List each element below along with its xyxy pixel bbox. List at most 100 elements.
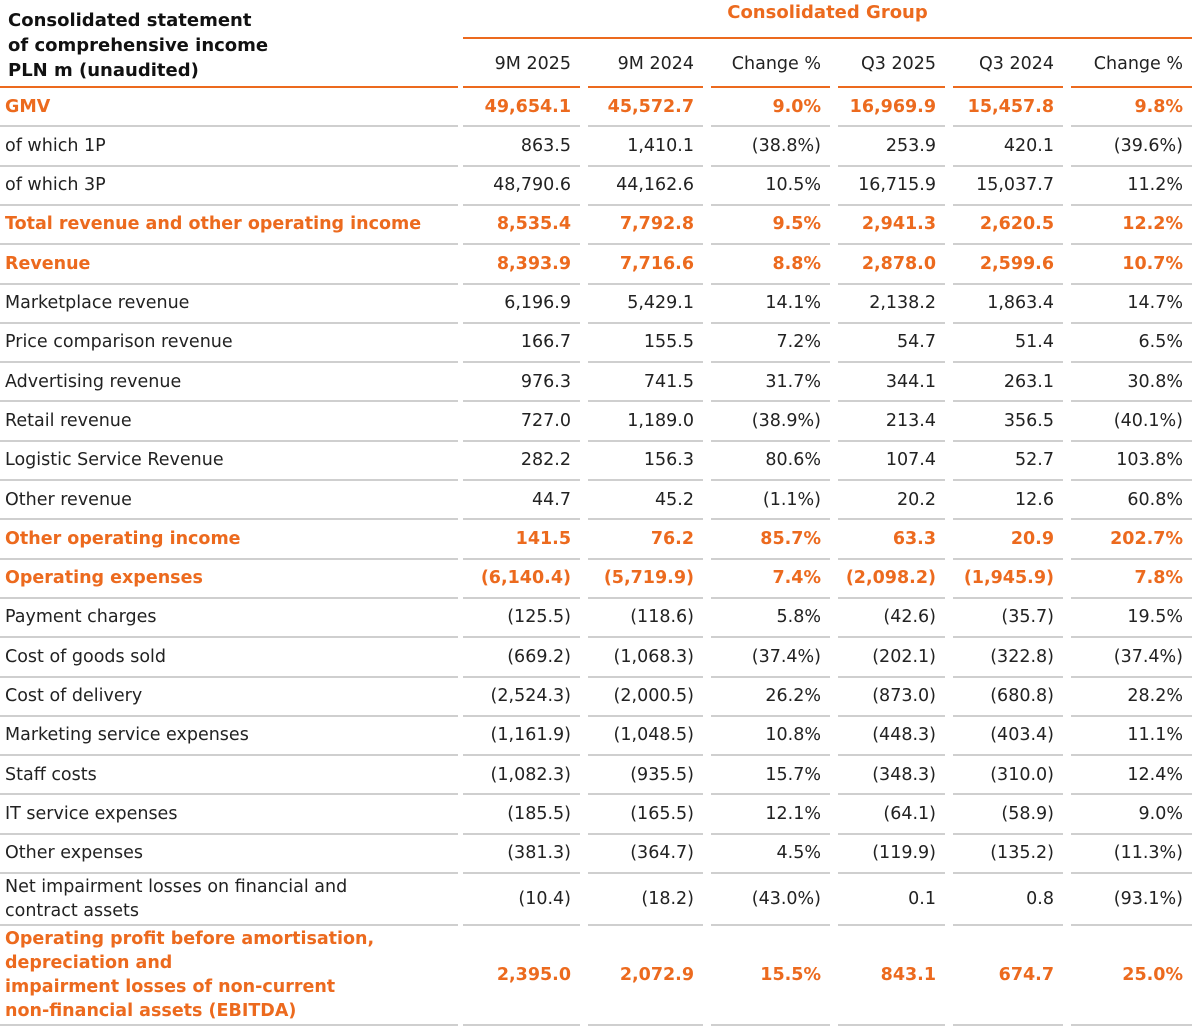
cell-value: 0.8 — [1026, 888, 1054, 909]
cell-value: 1,863.4 — [987, 293, 1054, 314]
row-divider — [953, 832, 1063, 835]
row-label: of which 3P — [5, 175, 106, 196]
row-divider — [1071, 675, 1192, 678]
row-label: Cost of goods sold — [5, 646, 167, 667]
row-divider — [0, 361, 458, 364]
row-divider — [838, 243, 945, 246]
cell-value: 6,196.9 — [504, 293, 571, 314]
cell-value: (10.4) — [518, 888, 571, 909]
row-divider — [588, 872, 703, 874]
cell-value: (1.1%) — [762, 489, 821, 510]
row-divider — [0, 872, 458, 874]
column-header: Change % — [1093, 53, 1183, 74]
cell-value: 420.1 — [1003, 135, 1054, 156]
row-divider — [463, 361, 580, 364]
cell-value: 8,535.4 — [496, 214, 571, 235]
cell-value: (35.7) — [1001, 607, 1054, 628]
row-divider — [588, 636, 703, 639]
row-divider — [1071, 754, 1192, 757]
cell-value: (64.1) — [883, 803, 936, 824]
row-label: Operating profit before amortisation, de… — [5, 928, 375, 1022]
cell-value: 2,878.0 — [861, 253, 936, 274]
row-divider — [0, 479, 458, 481]
row-divider — [588, 361, 703, 364]
row-divider — [711, 125, 830, 128]
row-divider — [0, 243, 458, 246]
row-label: IT service expenses — [5, 803, 178, 824]
row-divider — [953, 400, 1063, 403]
cell-value: 9.8% — [1134, 96, 1183, 117]
row-divider — [588, 439, 703, 442]
cell-value: (873.0) — [872, 686, 936, 707]
cell-value: 30.8% — [1127, 371, 1183, 392]
row-divider — [463, 754, 580, 757]
cell-value: (669.2) — [507, 646, 571, 667]
cell-value: 6.5% — [1138, 332, 1183, 353]
row-label: Other operating income — [5, 528, 241, 549]
cell-value: 202.7% — [1110, 528, 1183, 549]
cell-value: 103.8% — [1116, 450, 1183, 471]
row-divider — [463, 832, 580, 835]
row-divider — [0, 321, 458, 324]
column-header: Q3 2024 — [978, 53, 1054, 74]
row-divider — [953, 282, 1063, 285]
row-divider — [711, 479, 830, 481]
row-divider — [1071, 636, 1192, 639]
row-divider — [1071, 400, 1192, 403]
cell-value: (37.4%) — [1113, 646, 1183, 667]
row-divider — [838, 439, 945, 442]
cell-value: (310.0) — [990, 764, 1054, 785]
cell-value: (1,068.3) — [613, 646, 694, 667]
row-divider — [711, 203, 830, 206]
row-divider — [463, 439, 580, 442]
row-divider — [0, 400, 458, 403]
cell-value: (2,098.2) — [845, 568, 936, 589]
cell-value: (6,140.4) — [480, 568, 571, 589]
row-divider — [711, 282, 830, 285]
row-divider — [953, 557, 1063, 560]
row-divider — [1071, 439, 1192, 442]
cell-value: 14.1% — [765, 293, 821, 314]
cell-value: 843.1 — [880, 964, 936, 985]
cell-value: 63.3 — [892, 528, 936, 549]
table-title: Consolidated statement of comprehensive … — [8, 10, 269, 82]
row-divider — [588, 754, 703, 757]
row-divider — [463, 479, 580, 481]
row-divider — [711, 754, 830, 757]
cell-value: 11.1% — [1127, 725, 1183, 746]
cell-value: 11.2% — [1127, 175, 1183, 196]
cell-value: 48,790.6 — [493, 175, 571, 196]
row-divider — [711, 361, 830, 364]
row-divider — [588, 518, 703, 521]
cell-value: (93.1%) — [1113, 888, 1183, 909]
row-divider — [588, 1024, 703, 1026]
row-label: Operating expenses — [5, 568, 203, 589]
cell-value: (38.8%) — [751, 135, 821, 156]
row-divider — [0, 282, 458, 285]
row-divider — [588, 203, 703, 206]
cell-value: 10.5% — [765, 175, 821, 196]
cell-value: 356.5 — [1003, 410, 1054, 431]
cell-value: 727.0 — [520, 410, 571, 431]
header-underline — [711, 86, 830, 88]
row-divider — [0, 125, 458, 128]
row-divider — [1071, 164, 1192, 167]
cell-value: 2,599.6 — [979, 253, 1054, 274]
cell-value: 107.4 — [885, 450, 936, 471]
cell-value: 674.7 — [998, 964, 1054, 985]
row-divider — [1071, 596, 1192, 599]
row-divider — [953, 164, 1063, 167]
row-divider — [0, 793, 458, 796]
row-divider — [953, 714, 1063, 717]
row-divider — [0, 832, 458, 835]
cell-value: (5,719.9) — [603, 568, 694, 589]
row-divider — [1071, 361, 1192, 364]
cell-value: 85.7% — [760, 528, 821, 549]
cell-value: 10.8% — [765, 725, 821, 746]
row-label: Logistic Service Revenue — [5, 450, 224, 471]
row-divider — [588, 832, 703, 835]
cell-value: 2,395.0 — [496, 964, 571, 985]
row-label: Marketing service expenses — [5, 725, 249, 746]
header-underline — [0, 86, 458, 88]
cell-value: (18.2) — [641, 888, 694, 909]
